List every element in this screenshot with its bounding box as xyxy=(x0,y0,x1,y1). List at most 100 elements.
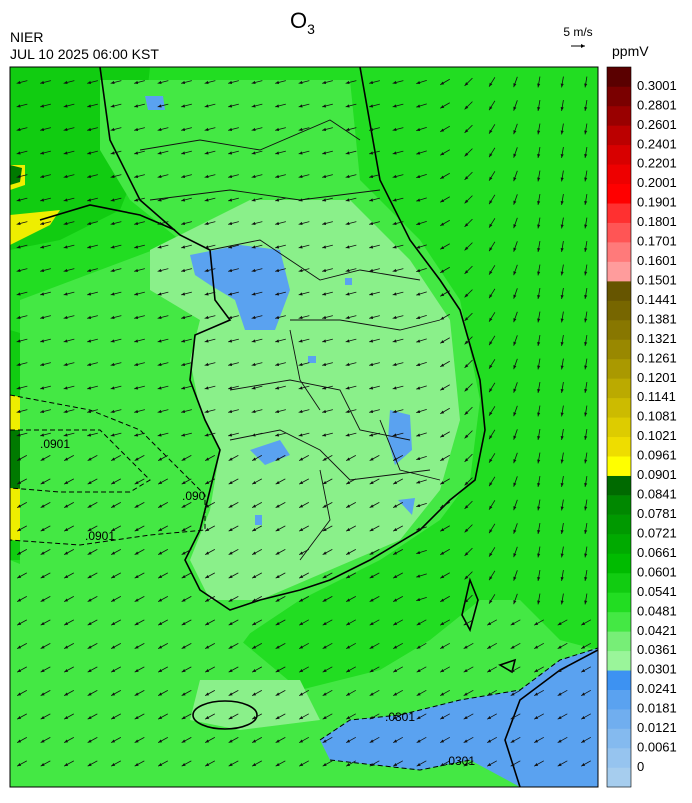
wind-arrow-head xyxy=(16,151,21,155)
wind-arrow-head xyxy=(275,528,280,532)
wind-arrow-head xyxy=(252,504,257,508)
wind-arrow-head xyxy=(228,692,233,696)
wind-arrow-head xyxy=(322,669,327,673)
wind-arrow-head xyxy=(584,577,588,581)
wind-arrow-head xyxy=(560,506,564,511)
wind-arrow-head xyxy=(134,339,139,343)
wind-arrow-head xyxy=(134,245,139,249)
wind-arrow-head xyxy=(17,669,22,673)
wind-arrow-head xyxy=(87,339,92,343)
wind-arrow-head xyxy=(16,221,21,225)
wind-arrow-head xyxy=(298,386,303,390)
wind-arrow-head xyxy=(369,221,374,225)
wind-arrow-head xyxy=(513,506,517,511)
wind-arrow-head xyxy=(464,82,469,86)
colorbar-segment xyxy=(607,748,631,768)
wind-arrow-head xyxy=(581,669,586,673)
wind-arrow-head xyxy=(299,622,304,626)
wind-arrow-head xyxy=(537,318,541,323)
wind-arrow-head xyxy=(64,551,69,555)
wind-arrow-head xyxy=(463,622,468,626)
wind-arrow-head xyxy=(346,622,351,626)
wind-arrow-head xyxy=(111,669,116,673)
wind-arrow-head xyxy=(64,763,69,767)
wind-arrow-head xyxy=(134,433,139,437)
wind-arrow-head xyxy=(87,433,92,437)
wind-arrow-head xyxy=(275,362,280,366)
wind-arrow-head xyxy=(489,200,493,205)
wind-arrow-head xyxy=(17,481,22,485)
wind-arrow-head xyxy=(228,245,233,249)
wind-arrow-head xyxy=(87,457,92,461)
colorbar-label: 0.1701 xyxy=(637,234,677,249)
wind-arrow-head xyxy=(537,506,541,511)
wind-arrow-head xyxy=(134,198,139,202)
contour-label: .0301 xyxy=(445,754,475,768)
wind-arrow-head xyxy=(110,151,115,155)
wind-arrow-head xyxy=(134,80,139,84)
wind-arrow-head xyxy=(557,692,562,696)
wind-arrow-head xyxy=(513,318,517,323)
wind-arrow-head xyxy=(513,106,517,111)
wind-arrow-head xyxy=(17,457,22,461)
wind-arrow-head xyxy=(205,692,210,696)
wind-arrow-head xyxy=(63,151,68,155)
wind-arrow-head xyxy=(560,318,564,323)
wind-arrow-head xyxy=(534,645,539,649)
wind-field xyxy=(16,76,592,767)
wind-arrow-head xyxy=(17,504,22,508)
wind-arrow-head xyxy=(322,692,327,696)
wind-arrow-head xyxy=(464,176,469,180)
wind-arrow-head xyxy=(63,268,68,272)
colorbar-label: 0.0241 xyxy=(637,681,677,696)
wind-arrow-head xyxy=(134,292,139,296)
wind-arrow-head xyxy=(205,481,210,485)
wind-arrow-head xyxy=(346,692,351,696)
wind-arrow-head xyxy=(513,200,517,205)
wind-arrow-head xyxy=(510,622,515,626)
wind-arrow-head xyxy=(110,315,115,319)
wind-arrow-head xyxy=(560,577,564,581)
wind-arrow-head xyxy=(87,551,92,555)
wind-arrow-head xyxy=(489,106,493,111)
wind-arrow-head xyxy=(275,104,280,108)
wind-arrow-head xyxy=(299,575,304,579)
wind-arrow-head xyxy=(252,716,257,720)
wind-arrow-head xyxy=(392,292,397,296)
wind-arrow-head xyxy=(63,292,68,296)
wind-arrow-head xyxy=(584,365,588,370)
wind-arrow-head xyxy=(251,127,256,131)
wind-arrow-head xyxy=(228,622,233,626)
wind-arrow-head xyxy=(87,151,92,155)
wind-arrow-head xyxy=(440,622,445,626)
wind-arrow-head xyxy=(393,481,398,485)
wind-arrow-head xyxy=(40,716,45,720)
wind-arrow-head xyxy=(392,339,397,343)
wind-arrow-head xyxy=(345,339,350,343)
wind-arrow-head xyxy=(560,389,564,393)
wind-arrow-head xyxy=(416,292,421,296)
wind-arrow-head xyxy=(87,645,92,649)
wind-arrow-head xyxy=(510,763,515,767)
wind-arrow-head xyxy=(416,386,421,390)
wind-arrow-head xyxy=(134,457,139,461)
wind-arrow-head xyxy=(64,504,69,508)
wind-arrow-head xyxy=(110,127,115,131)
wind-arrow-head xyxy=(513,294,517,299)
wind-scale-head xyxy=(581,44,585,48)
wind-arrow-head xyxy=(322,739,327,743)
wind-arrow-head xyxy=(134,763,139,767)
wind-arrow-head xyxy=(298,268,303,272)
wind-arrow-head xyxy=(111,528,116,532)
wind-arrow-head xyxy=(275,692,280,696)
wind-arrow-head xyxy=(537,436,541,440)
wind-arrow-head xyxy=(346,669,351,673)
wind-arrow-head xyxy=(416,198,421,202)
wind-arrow-head xyxy=(275,622,280,626)
wind-arrow-head xyxy=(275,504,280,508)
wind-arrow-head xyxy=(557,669,562,673)
wind-arrow-head xyxy=(110,362,115,366)
wind-arrow-head xyxy=(228,292,233,296)
wind-arrow-head xyxy=(537,177,541,182)
wind-arrow-head xyxy=(87,221,92,225)
